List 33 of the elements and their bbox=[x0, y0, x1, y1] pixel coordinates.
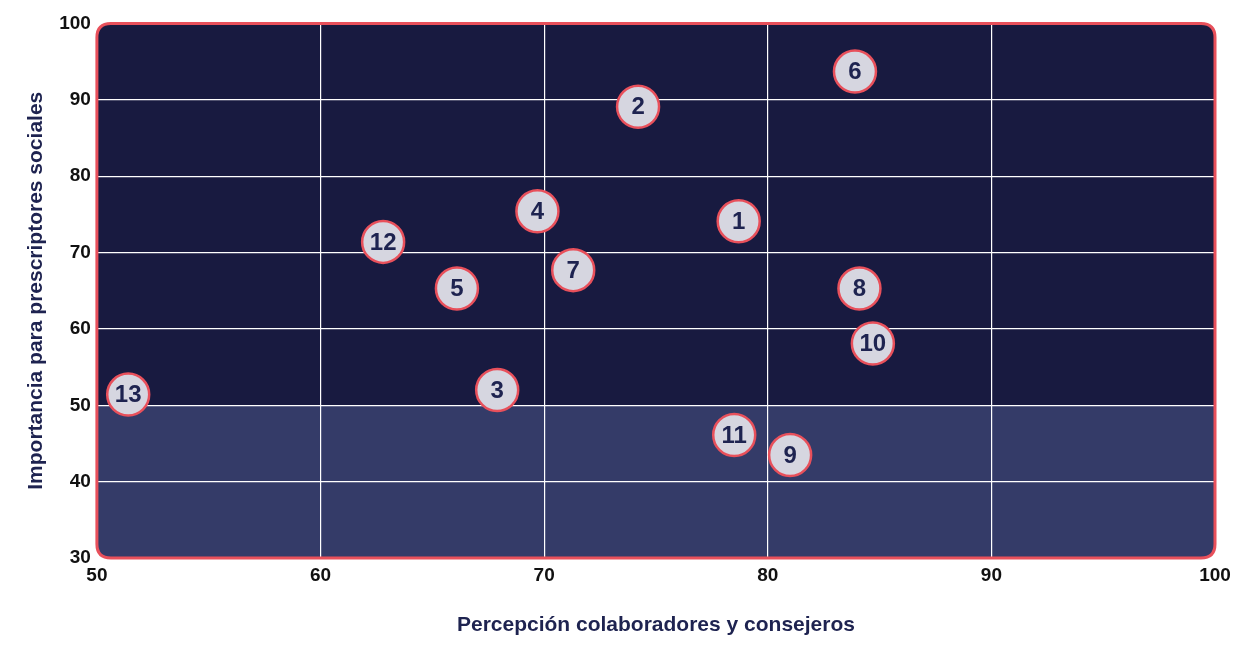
y-axis-title: Importancia para prescriptores sociales bbox=[23, 91, 47, 490]
y-tick-label: 70 bbox=[69, 240, 91, 262]
annotation: 7 bbox=[566, 255, 580, 283]
annotation: 2 bbox=[631, 92, 645, 120]
y-tick-label: 80 bbox=[69, 164, 91, 186]
x-tick-label: 100 bbox=[1199, 563, 1231, 585]
annotation: 11 bbox=[721, 420, 747, 448]
point bbox=[832, 49, 878, 94]
annotation: 4 bbox=[530, 196, 545, 224]
annotation: 6 bbox=[848, 57, 862, 85]
point bbox=[474, 367, 520, 413]
annotation: 1 bbox=[732, 206, 746, 234]
y-tick-label: 50 bbox=[69, 393, 91, 415]
y-tick-label: 100 bbox=[59, 11, 91, 33]
y-tick-label: 90 bbox=[69, 88, 91, 110]
y-tick-label: 60 bbox=[69, 317, 91, 339]
point bbox=[434, 266, 480, 311]
annotation: 13 bbox=[114, 380, 142, 408]
annotation: 8 bbox=[852, 274, 867, 302]
x-tick-label: 80 bbox=[757, 563, 779, 585]
point bbox=[550, 247, 596, 293]
annotation: 10 bbox=[859, 329, 887, 357]
y-tick-label: 40 bbox=[69, 469, 91, 491]
annotation: 9 bbox=[783, 440, 797, 468]
point bbox=[615, 84, 661, 129]
x-tick-label: 90 bbox=[980, 563, 1002, 585]
x-tick-label: 60 bbox=[309, 563, 332, 585]
annotation: 12 bbox=[369, 227, 397, 255]
annotation: 5 bbox=[450, 274, 464, 302]
x-axis-title: Percepción colaboradores y consejeros bbox=[456, 612, 855, 636]
point bbox=[767, 432, 813, 478]
x-tick-label: 70 bbox=[533, 563, 555, 585]
annotation: 3 bbox=[490, 375, 504, 403]
